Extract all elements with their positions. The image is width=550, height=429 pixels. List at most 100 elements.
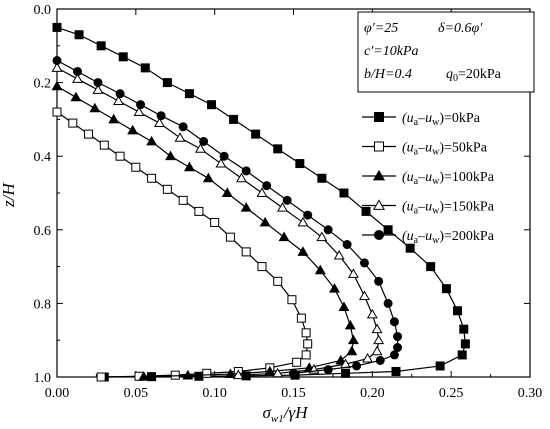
data-point bbox=[341, 368, 351, 378]
data-point bbox=[178, 122, 188, 132]
data-point bbox=[165, 150, 176, 161]
data-point bbox=[184, 89, 194, 99]
data-point bbox=[183, 161, 195, 172]
data-point bbox=[207, 100, 217, 110]
data-point bbox=[215, 157, 227, 168]
data-point bbox=[405, 243, 415, 253]
data-point bbox=[346, 345, 358, 356]
series-4 bbox=[52, 56, 403, 378]
data-point bbox=[301, 328, 311, 338]
data-point bbox=[182, 369, 194, 380]
data-point bbox=[147, 173, 157, 183]
data-point bbox=[131, 162, 141, 172]
data-point bbox=[441, 284, 451, 294]
data-point bbox=[146, 135, 158, 146]
data-point bbox=[68, 118, 78, 128]
data-point bbox=[241, 166, 251, 176]
legend-marker bbox=[374, 230, 384, 240]
data-point bbox=[272, 367, 284, 378]
svg-text:z/H: z/H bbox=[0, 181, 18, 207]
data-point bbox=[329, 283, 340, 293]
data-point bbox=[108, 113, 120, 124]
data-point bbox=[202, 368, 212, 378]
x-tick-label: 0.30 bbox=[518, 386, 543, 401]
series-1 bbox=[52, 107, 313, 382]
data-point bbox=[51, 80, 63, 91]
data-point bbox=[202, 172, 214, 183]
data-point bbox=[210, 217, 220, 227]
y-tick-label: 0.2 bbox=[34, 77, 52, 92]
series-line bbox=[56, 59, 399, 374]
data-point bbox=[232, 369, 244, 380]
data-point bbox=[256, 187, 268, 197]
data-point bbox=[199, 136, 209, 146]
y-tick-label: 0.4 bbox=[34, 150, 52, 165]
svg-text:q0=20kPa: q0=20kPa bbox=[446, 67, 502, 84]
data-point bbox=[84, 129, 94, 139]
x-tick-label: 0.25 bbox=[439, 386, 464, 401]
legend: (ua–uw)=0kPa (ua–uw)=50kPa (ua–uw)=100kPa (… bbox=[362, 111, 495, 246]
legend-label: (ua–uw)=0kPa bbox=[402, 111, 481, 128]
data-point bbox=[194, 206, 204, 216]
data-point bbox=[118, 52, 128, 62]
legend-marker bbox=[372, 199, 386, 210]
data-point bbox=[74, 30, 84, 40]
series-3 bbox=[51, 62, 385, 380]
svg-text:σw1/γH: σw1/γH bbox=[263, 403, 310, 425]
legend-label: (ua–uw)=200kPa bbox=[402, 229, 495, 246]
data-point bbox=[366, 308, 378, 319]
data-point bbox=[282, 195, 292, 205]
data-point bbox=[361, 206, 371, 216]
data-point bbox=[96, 372, 106, 382]
data-point bbox=[297, 246, 309, 256]
legend-label: (ua–uw)=50kPa bbox=[402, 141, 488, 158]
data-point bbox=[359, 258, 369, 268]
data-point bbox=[72, 73, 83, 83]
data-point bbox=[296, 313, 306, 323]
data-point bbox=[303, 339, 313, 349]
data-point bbox=[229, 114, 239, 124]
data-point bbox=[358, 290, 370, 300]
data-point bbox=[225, 232, 235, 242]
svg-text:φ′=25: φ′=25 bbox=[364, 21, 398, 36]
series-line bbox=[56, 111, 309, 378]
data-point bbox=[426, 262, 436, 272]
data-point bbox=[335, 354, 347, 365]
y-axis-title: z/H bbox=[0, 181, 18, 207]
data-point bbox=[287, 295, 297, 305]
data-point bbox=[140, 63, 150, 73]
data-point bbox=[174, 132, 186, 142]
data-point bbox=[362, 352, 374, 363]
data-point bbox=[303, 210, 313, 220]
data-point bbox=[93, 78, 103, 88]
data-point bbox=[156, 111, 166, 121]
data-point bbox=[219, 151, 229, 161]
svg-text:c′=10kPa: c′=10kPa bbox=[364, 44, 419, 59]
legend-label: (ua–uw)=100kPa bbox=[402, 170, 495, 187]
legend-label: (ua–uw)=150kPa bbox=[402, 200, 495, 217]
data-point bbox=[383, 225, 393, 235]
data-point bbox=[136, 100, 146, 110]
data-point bbox=[52, 22, 62, 32]
data-point bbox=[344, 319, 356, 330]
data-point bbox=[115, 151, 125, 161]
data-point bbox=[435, 361, 445, 371]
data-point bbox=[371, 345, 383, 356]
data-point bbox=[178, 195, 188, 205]
x-axis-title: σw1/γH bbox=[263, 403, 310, 425]
legend-marker bbox=[374, 141, 384, 152]
data-point bbox=[138, 371, 150, 381]
data-point bbox=[297, 216, 309, 227]
data-point bbox=[316, 231, 328, 242]
data-point bbox=[70, 91, 82, 102]
data-point bbox=[383, 298, 393, 308]
data-point bbox=[393, 343, 403, 353]
x-tick-label: 0.10 bbox=[202, 386, 227, 401]
data-point bbox=[323, 365, 333, 375]
data-point bbox=[339, 188, 349, 198]
data-point bbox=[127, 124, 139, 135]
data-point bbox=[389, 350, 399, 360]
x-tick-label: 0.05 bbox=[124, 386, 149, 401]
y-tick-label: 1.0 bbox=[34, 371, 52, 386]
data-point bbox=[51, 62, 63, 72]
